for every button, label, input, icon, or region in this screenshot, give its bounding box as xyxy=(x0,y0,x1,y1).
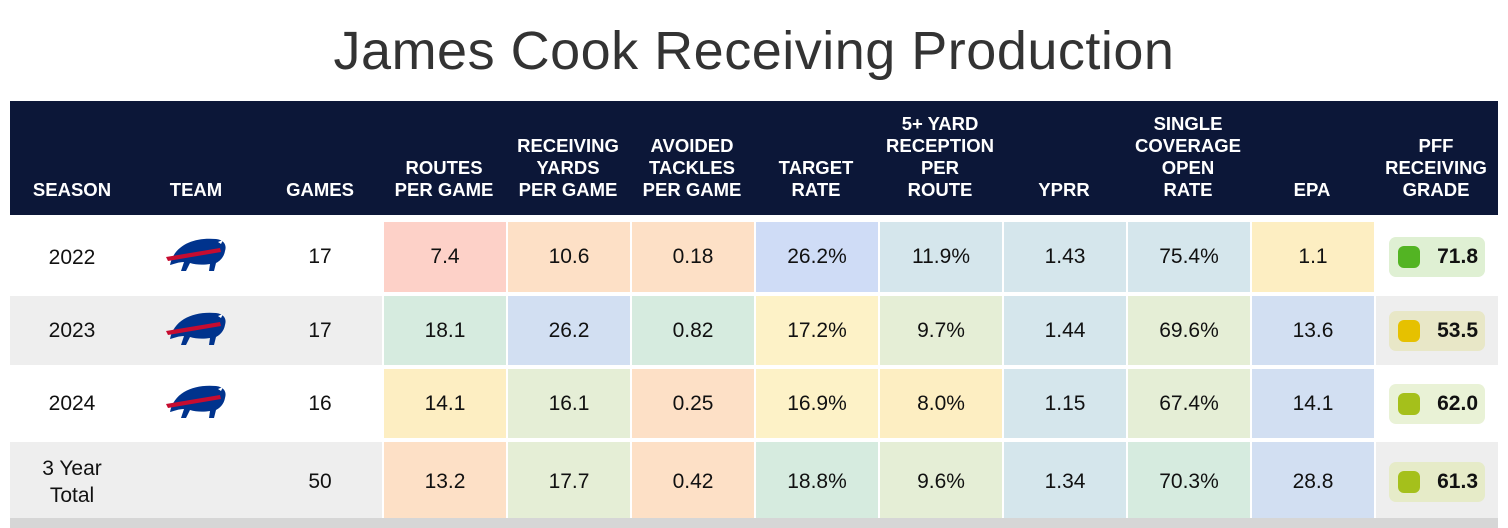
5-yard-reception-per-route-cell: 11.9% xyxy=(878,222,1002,292)
receiving-yards-per-game-cell: 26.2 xyxy=(506,296,630,365)
stats-table: SEASON TEAM GAMES ROUTES PER GAME RECEIVING … xyxy=(10,101,1498,521)
yprr-cell: 1.34 xyxy=(1002,442,1126,521)
header-season: SEASON xyxy=(32,179,112,200)
single-coverage-open-rate-cell: 67.4% xyxy=(1126,369,1250,438)
yprr-cell: 1.43 xyxy=(1002,222,1126,292)
table-bottom-border xyxy=(10,518,1498,528)
table-row: 2023 17 18.1 26.2 0.82 17.2% 9.7% 1.44 69.6% 13.6… xyxy=(10,292,1498,365)
team-cell xyxy=(134,442,258,521)
routes-per-game-cell: 13.2 xyxy=(382,442,506,521)
table-row: 2022 17 7.4 10.6 0.18 26.2% 11.9% 1.43 75.4% 1.1 7… xyxy=(10,215,1498,292)
grade-value: 71.8 xyxy=(1437,245,1478,268)
header-epa: EPA xyxy=(1293,179,1331,200)
header-receiving-yards-per-game: RECEIVING YARDS PER GAME xyxy=(517,135,619,200)
games-cell: 17 xyxy=(308,245,332,268)
single-coverage-open-rate-cell: 70.3% xyxy=(1126,442,1250,521)
season-cell: 2023 xyxy=(48,319,96,342)
single-coverage-open-rate-cell: 69.6% xyxy=(1126,296,1250,365)
table-header: SEASON TEAM GAMES ROUTES PER GAME RECEIVING … xyxy=(10,101,1498,215)
5-yard-reception-per-route-cell: 8.0% xyxy=(878,369,1002,438)
target-rate-cell: 17.2% xyxy=(754,296,878,365)
season-cell: 2024 xyxy=(48,392,96,415)
season-cell: 2022 xyxy=(48,245,96,269)
header-avoided-tackles-per-game: AVOIDED TACKLES PER GAME xyxy=(642,135,742,200)
header-routes-per-game: ROUTES PER GAME xyxy=(394,157,494,200)
header-games: GAMES xyxy=(286,179,354,200)
routes-per-game-cell: 18.1 xyxy=(382,296,506,365)
avoided-tackles-per-game-cell: 0.18 xyxy=(630,222,754,292)
grade-badge: 71.8 xyxy=(1389,237,1485,277)
header-target-rate: TARGET RATE xyxy=(778,157,854,200)
avoided-tackles-per-game-cell: 0.25 xyxy=(630,369,754,438)
routes-per-game-cell: 14.1 xyxy=(382,369,506,438)
single-coverage-open-rate-cell: 75.4% xyxy=(1126,222,1250,292)
grade-indicator-icon xyxy=(1398,470,1420,493)
buffalo-bills-logo-icon xyxy=(164,309,228,353)
grade-value: 62.0 xyxy=(1437,391,1478,415)
season-cell: 3 Year Total xyxy=(42,456,102,507)
receiving-yards-per-game-cell: 16.1 xyxy=(506,369,630,438)
grade-badge: 53.5 xyxy=(1389,310,1485,351)
header-team: TEAM xyxy=(169,179,223,200)
epa-cell: 28.8 xyxy=(1250,442,1374,521)
games-cell: 16 xyxy=(308,391,332,415)
grade-indicator-icon xyxy=(1398,392,1420,415)
pff-grade-cell: 53.5 xyxy=(1374,296,1498,365)
yprr-cell: 1.15 xyxy=(1002,369,1126,438)
epa-cell: 1.1 xyxy=(1250,222,1374,292)
grade-badge: 62.0 xyxy=(1389,383,1485,424)
team-cell xyxy=(134,369,258,438)
games-cell: 17 xyxy=(308,318,332,342)
header-single-coverage-open-rate: SINGLE COVERAGE OPEN RATE xyxy=(1135,113,1241,200)
receiving-yards-per-game-cell: 17.7 xyxy=(506,442,630,521)
epa-cell: 14.1 xyxy=(1250,369,1374,438)
yprr-cell: 1.44 xyxy=(1002,296,1126,365)
games-cell: 50 xyxy=(308,469,332,493)
page-title: James Cook Receiving Production xyxy=(333,21,1175,81)
routes-per-game-cell: 7.4 xyxy=(382,222,506,292)
table-row: 2024 16 14.1 16.1 0.25 16.9% 8.0% 1.15 67.4% 14.1… xyxy=(10,365,1498,438)
table-row: 3 Year Total 50 13.2 17.7 0.42 18.8% 9.6% 1.34 7… xyxy=(10,438,1498,521)
grade-value: 61.3 xyxy=(1437,469,1478,493)
header-pff-receiving-grade: PFF RECEIVING GRADE xyxy=(1385,135,1487,200)
target-rate-cell: 18.8% xyxy=(754,442,878,521)
team-cell xyxy=(134,296,258,365)
buffalo-bills-logo-icon xyxy=(164,235,228,279)
epa-cell: 13.6 xyxy=(1250,296,1374,365)
5-yard-reception-per-route-cell: 9.6% xyxy=(878,442,1002,521)
table-body: 2022 17 7.4 10.6 0.18 26.2% 11.9% 1.43 75.4% 1.1 7… xyxy=(10,215,1498,521)
pff-grade-cell: 62.0 xyxy=(1374,369,1498,438)
team-cell xyxy=(134,222,258,292)
target-rate-cell: 16.9% xyxy=(754,369,878,438)
grade-badge: 61.3 xyxy=(1389,461,1485,502)
grade-indicator-icon xyxy=(1398,319,1420,342)
grade-value: 53.5 xyxy=(1437,318,1478,342)
header-5-yard-reception-per-route: 5+ YARD RECEPTION PER ROUTE xyxy=(886,113,994,200)
avoided-tackles-per-game-cell: 0.42 xyxy=(630,442,754,521)
target-rate-cell: 26.2% xyxy=(754,222,878,292)
5-yard-reception-per-route-cell: 9.7% xyxy=(878,296,1002,365)
header-yprr: YPRR xyxy=(1038,179,1090,200)
grade-indicator-icon xyxy=(1398,246,1420,268)
avoided-tackles-per-game-cell: 0.82 xyxy=(630,296,754,365)
pff-grade-cell: 61.3 xyxy=(1374,442,1498,521)
buffalo-bills-logo-icon xyxy=(164,382,228,426)
receiving-yards-per-game-cell: 10.6 xyxy=(506,222,630,292)
pff-grade-cell: 71.8 xyxy=(1374,222,1498,292)
